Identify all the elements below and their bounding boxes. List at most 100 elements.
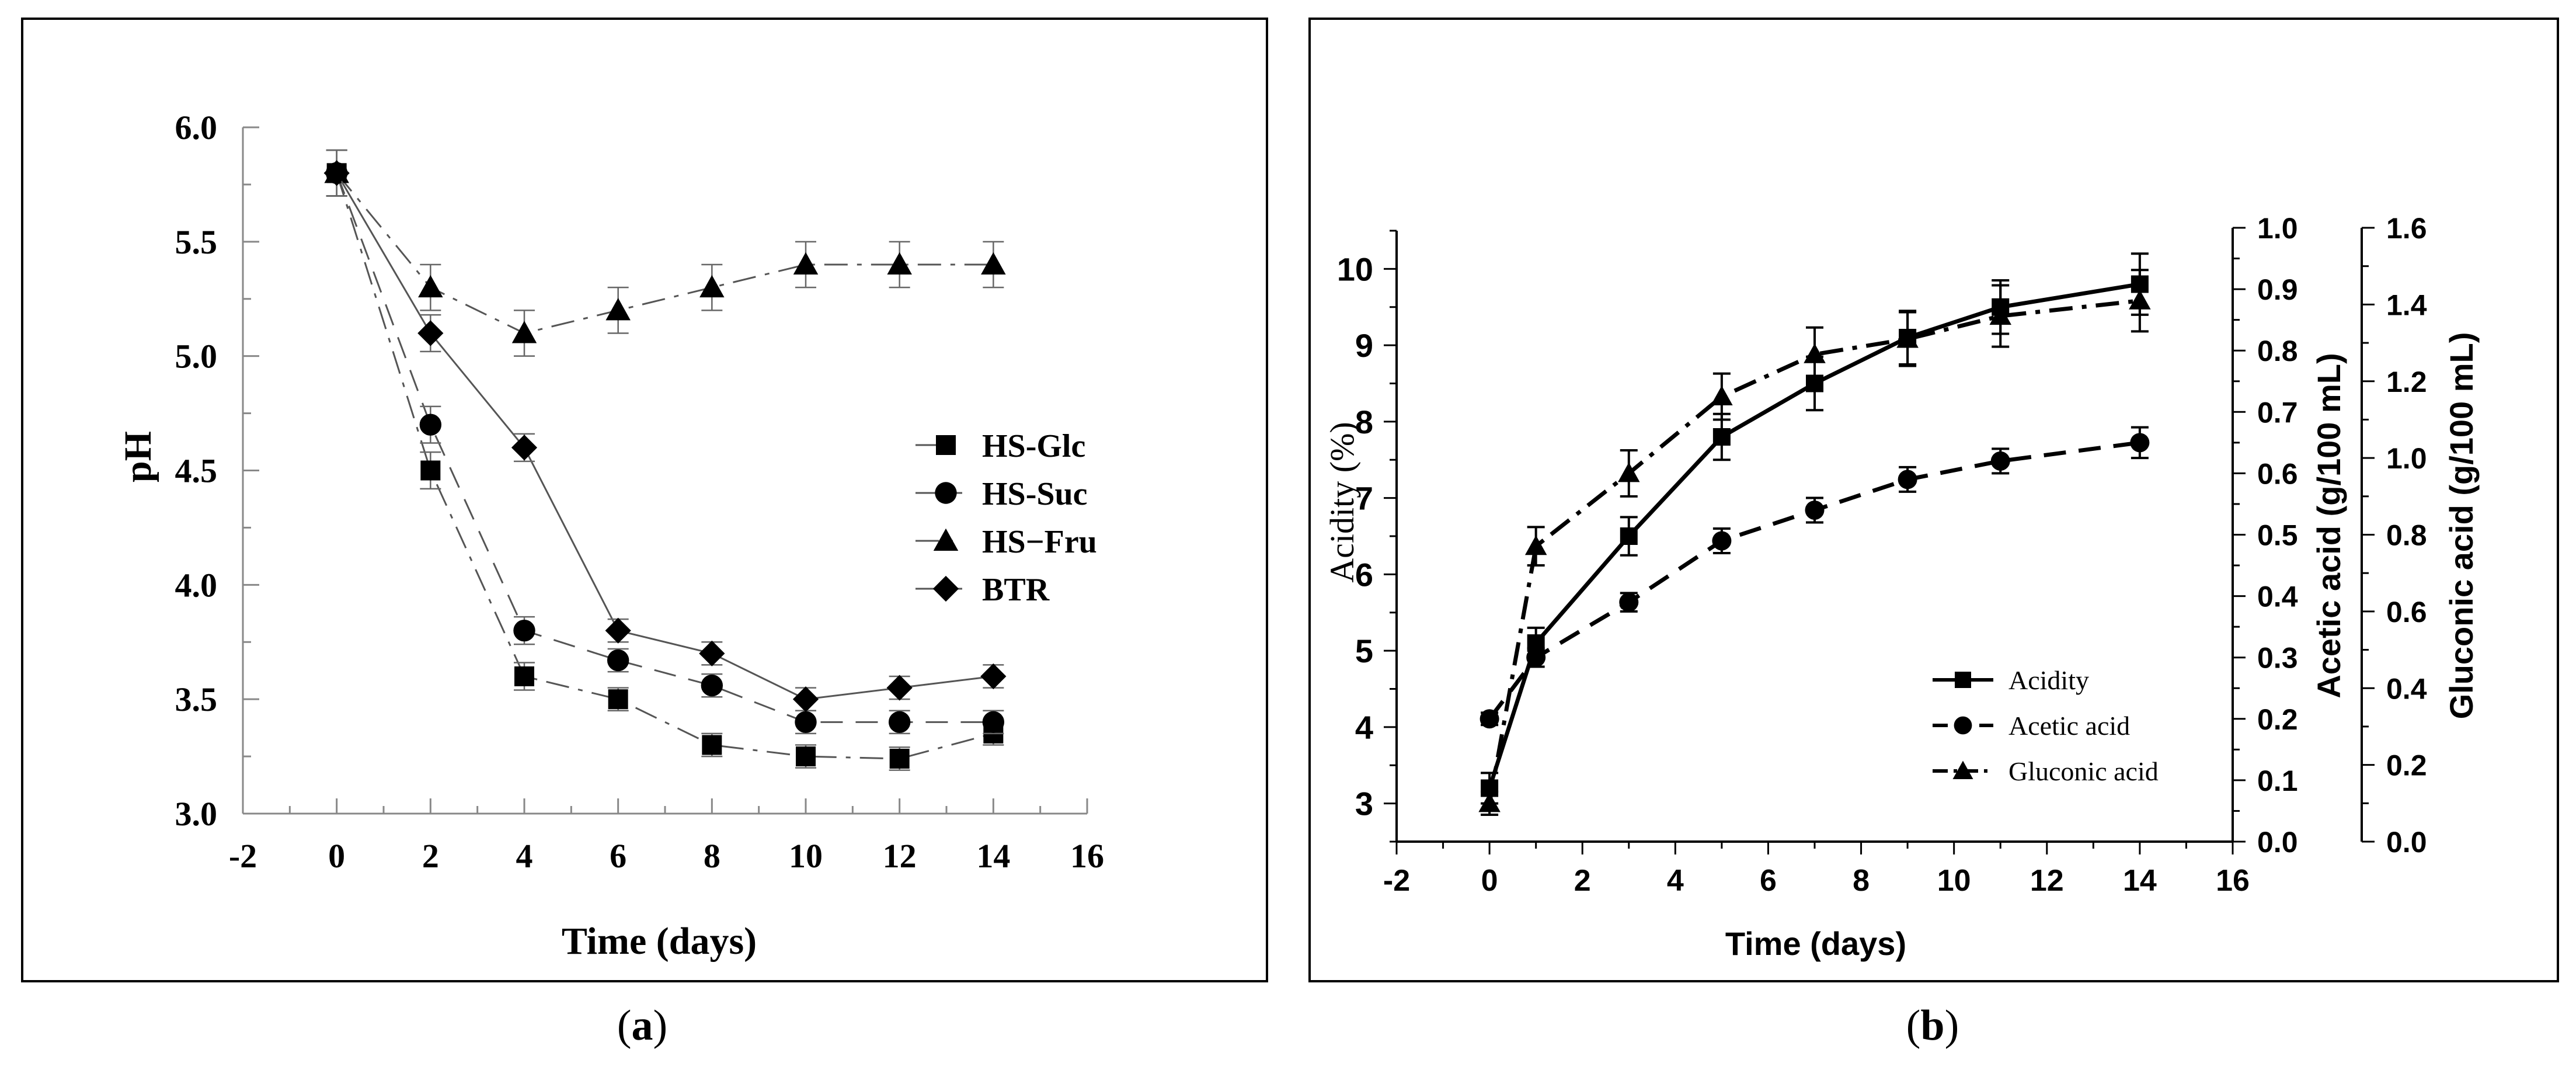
data-point <box>699 275 725 298</box>
data-point <box>1620 527 1638 545</box>
legend-marker <box>1952 760 1973 779</box>
y-axis-title: Acidity (%) <box>1323 422 1361 582</box>
y2-tick-label: 0.2 <box>2257 703 2298 736</box>
data-point <box>1804 343 1826 363</box>
x-tick-label: 16 <box>1070 837 1104 875</box>
y3-tick-label: 1.2 <box>2386 366 2427 398</box>
series-line <box>1487 282 2140 789</box>
data-point <box>1480 709 1499 729</box>
data-point <box>982 711 1005 734</box>
x-tick-label: 10 <box>1937 864 1971 898</box>
x-tick-label: 6 <box>610 837 626 875</box>
data-point <box>886 675 913 701</box>
data-point <box>417 320 444 346</box>
data-point <box>1618 462 1640 482</box>
data-point <box>605 617 631 644</box>
data-point <box>1711 385 1733 406</box>
y3-tick-label: 1.4 <box>2386 289 2427 321</box>
x-tick-label: 2 <box>422 837 439 875</box>
series-hsglc <box>326 149 1004 771</box>
data-point <box>418 275 443 298</box>
x-tick-label: 0 <box>328 837 345 875</box>
data-point <box>981 252 1006 275</box>
legend-marker <box>935 482 957 504</box>
data-point <box>419 414 442 436</box>
x-tick-label: 12 <box>883 837 917 875</box>
data-point <box>980 663 1007 690</box>
panel-a-caption: (a) <box>617 1002 667 1050</box>
data-point <box>1712 531 1732 551</box>
y-tick-label: 5.5 <box>175 223 218 261</box>
x-tick-label: 0 <box>1481 864 1498 898</box>
data-point <box>511 435 538 461</box>
data-point <box>2130 433 2150 453</box>
legend: HS-Glc HS-Suc HS−Fru BTR <box>915 428 1097 608</box>
data-point <box>1526 648 1546 668</box>
data-point <box>701 674 723 697</box>
y2-tick-label: 0.1 <box>2257 765 2298 797</box>
y-tick-label: 3.0 <box>175 795 218 833</box>
y2-tick-label: 0.6 <box>2257 457 2298 490</box>
data-point <box>323 160 350 186</box>
legend-label: Acidity <box>2008 665 2089 695</box>
legend-label: BTR <box>982 572 1050 608</box>
y-tick-label: 6.0 <box>175 109 218 147</box>
y3-axis-title: Gluconic acid (g/100 mL) <box>2443 332 2480 720</box>
y-tick-label: 4.0 <box>175 566 218 604</box>
panel-b-caption: (b) <box>1906 1002 1959 1050</box>
data-point <box>514 666 534 686</box>
panel-b: 3 4 5 6 7 8 9 10 0.0 0.1 0.2 0.3 0.4 0.5 0.6 0.7 0.8 0.9 1… <box>1308 18 2559 1050</box>
data-point <box>793 252 819 275</box>
legend-marker <box>936 435 956 455</box>
x-tick-label: 14 <box>2123 864 2157 898</box>
x-tick-label: 12 <box>2030 864 2064 898</box>
y3-tick-label: 1.0 <box>2386 442 2427 475</box>
data-point <box>888 711 911 734</box>
y-tick-label: 8 <box>1355 404 1373 440</box>
y3-tick-label: 0.2 <box>2386 749 2427 782</box>
y-tick-label: 6 <box>1355 556 1373 593</box>
y-tick-label: 9 <box>1355 327 1373 364</box>
data-point <box>889 749 910 769</box>
y3-tick-label: 0.0 <box>2386 826 2427 859</box>
y2-tick-label: 0.5 <box>2257 519 2298 552</box>
series-btr <box>323 149 1007 713</box>
y-tick-label: 3 <box>1355 786 1373 822</box>
series-aceticacid <box>1480 426 2150 729</box>
x-tick-label: -2 <box>1383 864 1410 898</box>
y3-tick-label: 1.6 <box>2386 212 2427 245</box>
x-tick-label: 4 <box>516 837 533 875</box>
data-point <box>1990 451 2010 471</box>
data-point <box>1478 792 1501 812</box>
data-point <box>1989 305 2011 325</box>
y-tick-label: 5 <box>1355 633 1373 669</box>
legend-label: HS−Fru <box>982 524 1097 560</box>
series-line <box>1488 440 2140 720</box>
legend-marker <box>1954 716 1972 735</box>
y-tick-label: 10 <box>1337 251 1373 287</box>
series-line <box>1487 298 2140 804</box>
y-tick-label: 4.5 <box>175 452 218 490</box>
series-line <box>336 172 994 723</box>
data-point <box>1896 328 1919 348</box>
x-tick-label: 6 <box>1760 864 1777 898</box>
y2-tick-label: 0.7 <box>2257 396 2298 429</box>
data-point <box>702 735 722 755</box>
data-point <box>1712 428 1731 446</box>
data-point <box>513 619 535 642</box>
data-point <box>511 321 537 343</box>
y2-tick-label: 1.0 <box>2257 212 2298 245</box>
y-tick-label: 7 <box>1355 480 1373 517</box>
y3-tick-label: 0.6 <box>2386 596 2427 628</box>
series-line <box>336 172 994 700</box>
data-point <box>1619 592 1639 612</box>
series-gluconicacid <box>1478 269 2151 817</box>
data-point <box>420 460 441 481</box>
y3-tick-label: 0.8 <box>2386 519 2427 552</box>
data-point <box>1898 470 1917 489</box>
x-axis-title: Time (days) <box>562 920 757 963</box>
y3-tick-label: 0.4 <box>2386 672 2427 705</box>
panel-a: 3.0 3.5 4.0 4.5 5.0 5.5 6.0 -2 0 2 4 6 8 10 12 14 16 Time… <box>21 18 1268 1050</box>
series-line <box>336 172 994 335</box>
